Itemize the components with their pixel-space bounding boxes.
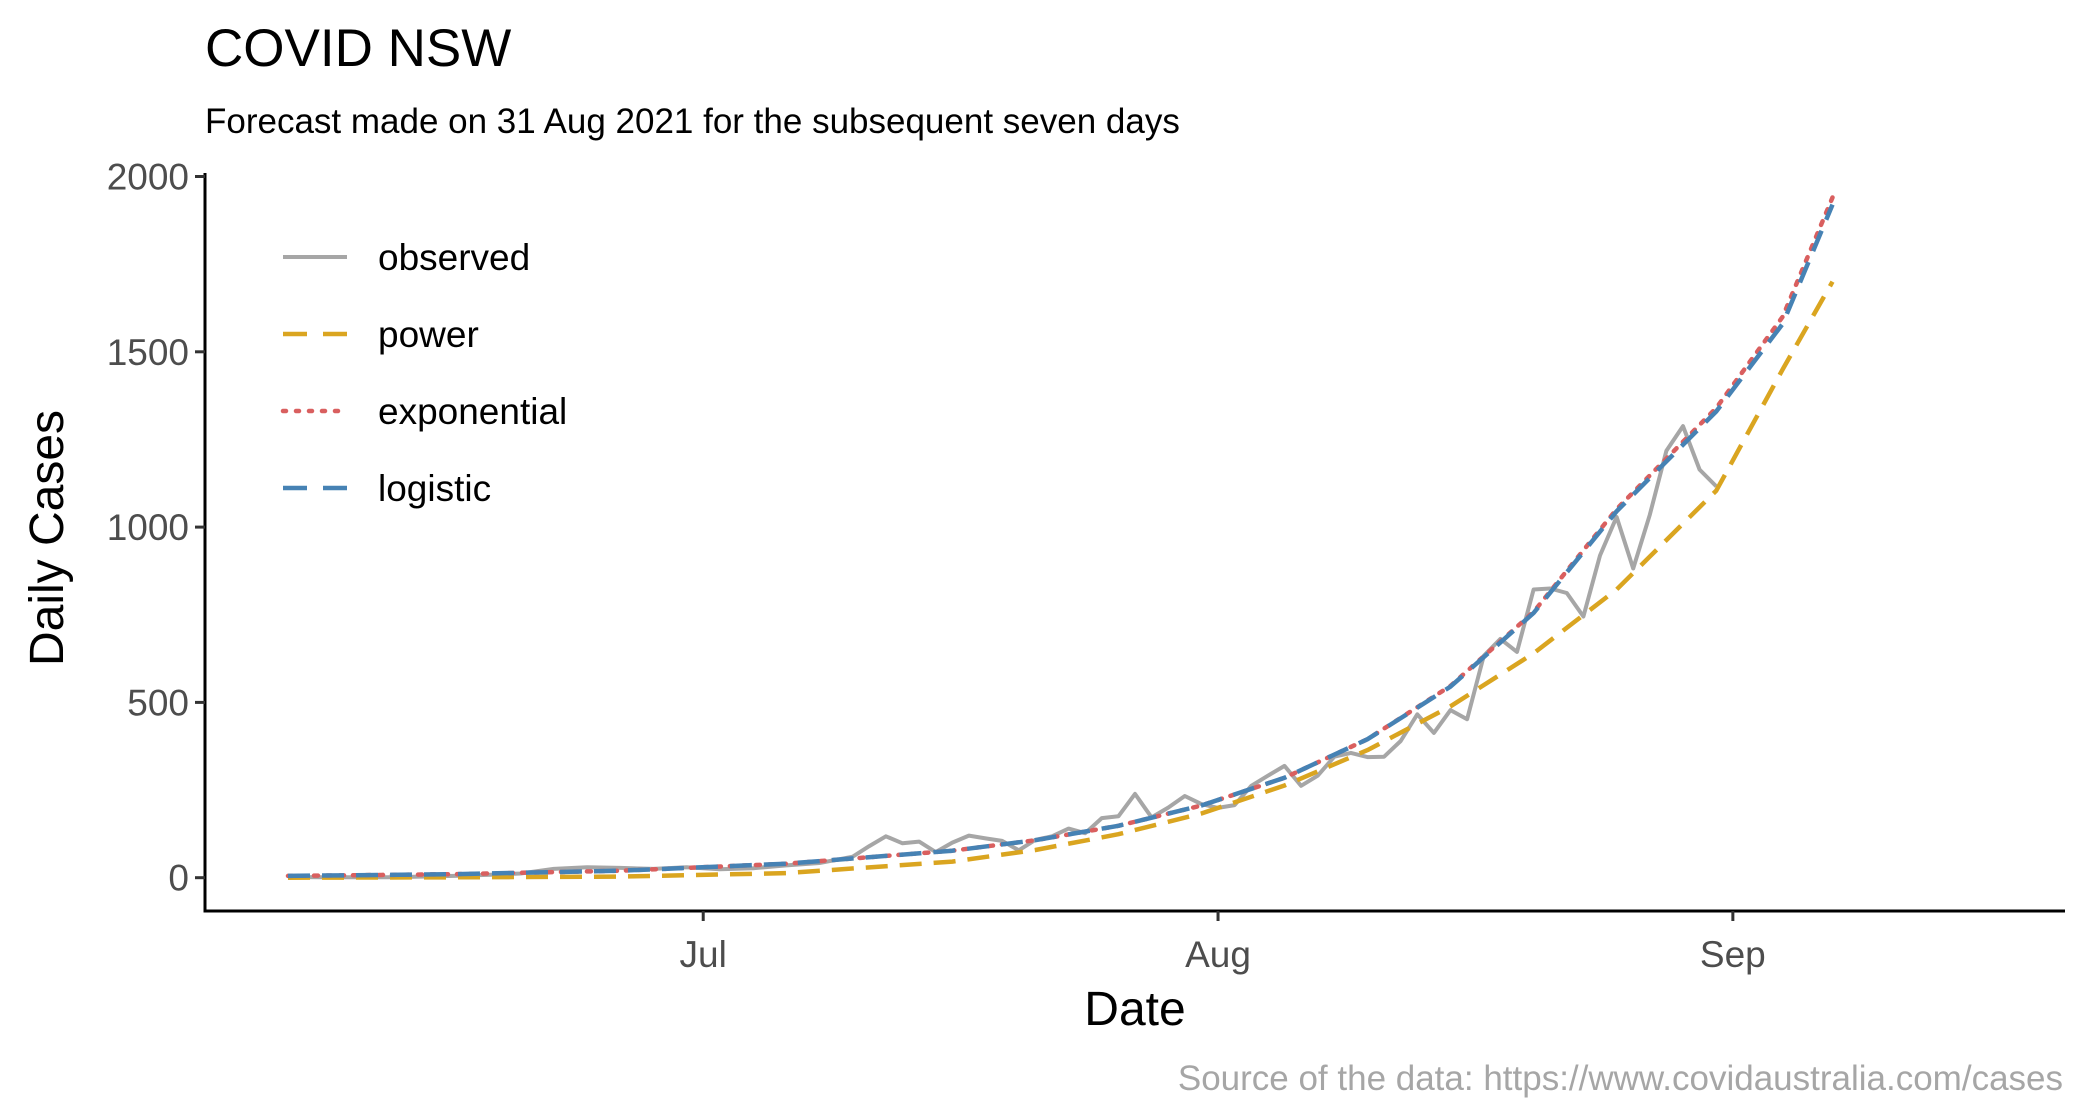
series-line-power bbox=[287, 280, 1835, 880]
axes bbox=[203, 173, 2065, 913]
series-line-logistic bbox=[287, 203, 1835, 879]
chart-title: COVID NSW bbox=[205, 19, 511, 78]
series-lines bbox=[285, 195, 1835, 880]
y-ticks: 0 500 1000 1500 2000 bbox=[107, 157, 205, 899]
y-tick-label: 500 bbox=[127, 682, 189, 723]
x-tick-label: Aug bbox=[1185, 934, 1251, 975]
legend-label-observed: observed bbox=[378, 237, 530, 278]
y-axis-title: Daily Cases bbox=[21, 410, 74, 666]
y-tick-label: 0 bbox=[168, 858, 189, 899]
legend-label-exponential: exponential bbox=[378, 391, 567, 432]
legend-label-power: power bbox=[378, 314, 479, 355]
y-tick-label: 1500 bbox=[107, 332, 189, 373]
y-tick-label: 1000 bbox=[107, 507, 189, 548]
series-line-observed bbox=[287, 424, 1718, 880]
y-tick-label: 2000 bbox=[107, 157, 189, 198]
series-line-exponential bbox=[285, 195, 1835, 879]
x-ticks: Jul Aug Sep bbox=[680, 911, 1766, 975]
x-tick-label: Jul bbox=[680, 934, 727, 975]
x-tick-label: Sep bbox=[1700, 934, 1766, 975]
legend-label-logistic: logistic bbox=[378, 468, 491, 509]
x-axis-title: Date bbox=[1084, 983, 1185, 1036]
data-source-caption: Source of the data: https://www.covidaus… bbox=[1178, 1059, 2063, 1098]
chart-subtitle: Forecast made on 31 Aug 2021 for the sub… bbox=[205, 102, 1180, 141]
legend: observed power exponential logistic bbox=[280, 237, 567, 509]
